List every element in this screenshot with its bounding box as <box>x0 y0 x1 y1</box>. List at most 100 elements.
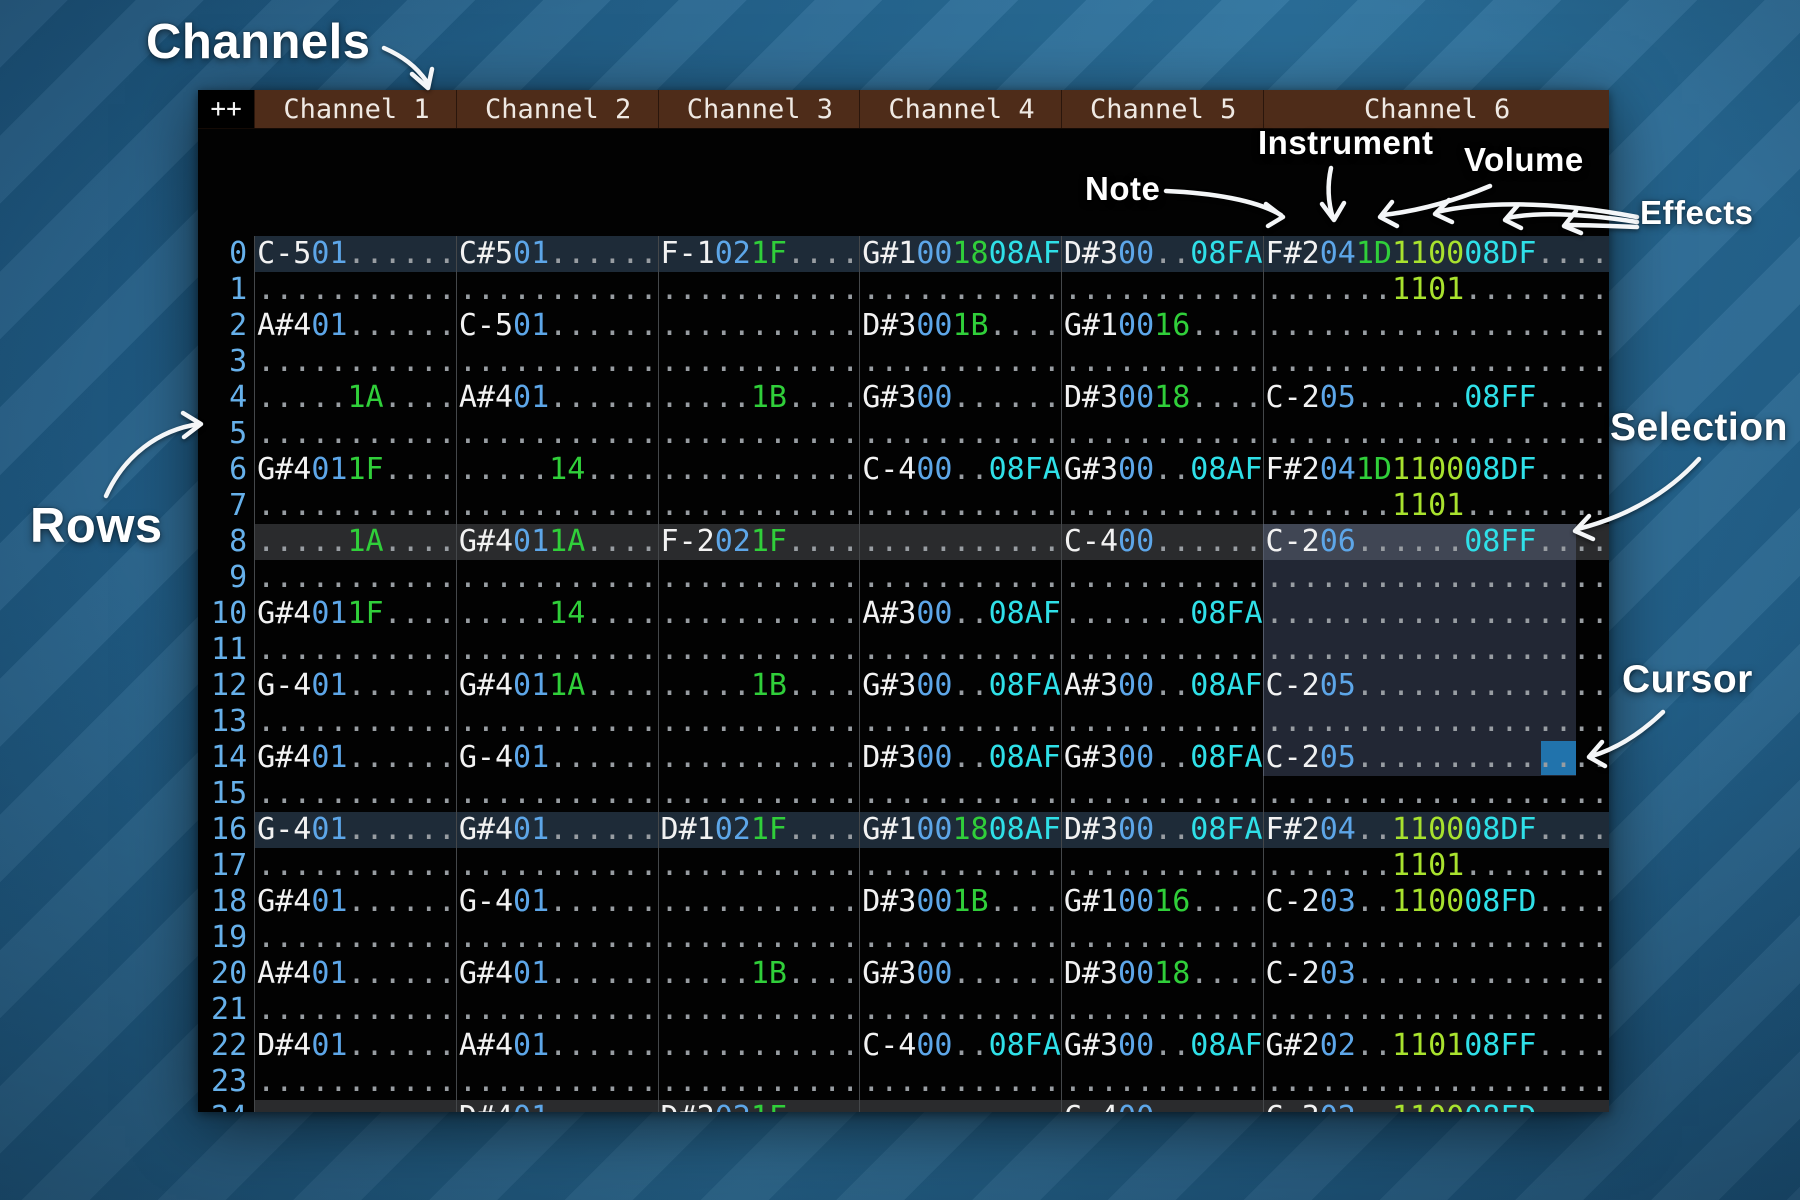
pattern-cell-ch5[interactable]: G#300..08FA <box>1060 740 1263 776</box>
pattern-cell-ch5[interactable]: ........... <box>1060 704 1263 740</box>
pattern-cell-ch6[interactable]: ................... <box>1262 776 1609 812</box>
pattern-cell-ch3[interactable]: F-1021F.... <box>657 236 859 272</box>
pattern-cell-ch6[interactable]: C-203.............. <box>1262 956 1609 992</box>
pattern-cell-ch5[interactable]: ........... <box>1060 848 1263 884</box>
pattern-cell-ch5[interactable]: ........... <box>1060 1064 1263 1100</box>
pattern-cell-ch2[interactable]: D#401...... <box>455 1100 658 1112</box>
pattern-cell-ch6[interactable]: ................... <box>1262 992 1609 1028</box>
pattern-cell-ch4[interactable]: C-400..08FA <box>859 452 1061 488</box>
pattern-cell-ch2[interactable]: .....14.... <box>455 596 658 632</box>
pattern-cell-ch5[interactable]: C-400...... <box>1060 1100 1263 1112</box>
pattern-cell-ch2[interactable]: ........... <box>455 488 658 524</box>
pattern-cell-ch5[interactable]: ........... <box>1060 488 1263 524</box>
pattern-cell-ch6[interactable]: G#202..110108FF.... <box>1262 1028 1609 1064</box>
pattern-cell-ch3[interactable]: ........... <box>657 848 859 884</box>
pattern-cell-ch5[interactable]: .......08FA <box>1060 596 1263 632</box>
pattern-cell-ch4[interactable]: G#1001808AF <box>859 236 1061 272</box>
channel-header-3[interactable]: Channel 3 <box>657 90 860 128</box>
pattern-cell-ch4[interactable]: ........... <box>859 416 1061 452</box>
pattern-cell-ch3[interactable]: ........... <box>657 740 859 776</box>
pattern-cell-ch3[interactable]: ........... <box>657 1028 859 1064</box>
pattern-cell-ch5[interactable]: C-400...... <box>1060 524 1263 560</box>
pattern-cell-ch1[interactable]: A#401...... <box>254 956 456 992</box>
pattern-cell-ch4[interactable]: ........... <box>859 488 1061 524</box>
pattern-cell-ch2[interactable]: G#401...... <box>455 956 658 992</box>
pattern-cell-ch5[interactable]: G#300..08AF <box>1060 452 1263 488</box>
pattern-cell-ch3[interactable]: .....1B.... <box>657 668 859 704</box>
pattern-cell-ch4[interactable]: ........... <box>859 632 1061 668</box>
pattern-cursor[interactable] <box>1541 741 1576 775</box>
pattern-cell-ch5[interactable]: D#300..08FA <box>1060 236 1263 272</box>
pattern-cell-ch2[interactable]: ........... <box>455 1064 658 1100</box>
pattern-cell-ch1[interactable]: ........... <box>254 416 456 452</box>
pattern-cell-ch1[interactable]: ........... <box>254 1064 456 1100</box>
pattern-cell-ch1[interactable]: G#401...... <box>254 740 456 776</box>
pattern-cell-ch1[interactable]: .....1A.... <box>254 524 456 560</box>
pattern-cell-ch4[interactable]: ........... <box>859 1064 1061 1100</box>
pattern-cell-ch4[interactable]: D#3001B.... <box>859 884 1061 920</box>
pattern-cell-ch3[interactable]: F-2021F.... <box>657 524 859 560</box>
pattern-cell-ch1[interactable]: ........... <box>254 1100 456 1112</box>
pattern-cell-ch1[interactable]: ........... <box>254 344 456 380</box>
pattern-cell-ch3[interactable]: ........... <box>657 272 859 308</box>
pattern-cell-ch1[interactable]: .....1A.... <box>254 380 456 416</box>
pattern-cell-ch6[interactable]: C-205.............. <box>1262 740 1609 776</box>
pattern-cell-ch3[interactable]: .....1B.... <box>657 956 859 992</box>
pattern-cell-ch6[interactable]: F#204..110008DF.... <box>1262 812 1609 848</box>
pattern-cell-ch1[interactable]: ........... <box>254 632 456 668</box>
pattern-cell-ch3[interactable]: ........... <box>657 776 859 812</box>
pattern-cell-ch2[interactable]: ........... <box>455 776 658 812</box>
pattern-cell-ch5[interactable]: ........... <box>1060 920 1263 956</box>
pattern-cell-ch4[interactable]: C-400..08FA <box>859 1028 1061 1064</box>
pattern-cell-ch2[interactable]: ........... <box>455 704 658 740</box>
pattern-cell-ch2[interactable]: ........... <box>455 560 658 596</box>
pattern-cell-ch3[interactable]: ........... <box>657 704 859 740</box>
pattern-cell-ch2[interactable]: ........... <box>455 848 658 884</box>
pattern-cell-ch3[interactable]: ........... <box>657 344 859 380</box>
pattern-cell-ch6[interactable]: C-206......08FF.... <box>1262 524 1609 560</box>
pattern-cell-ch1[interactable]: G-401...... <box>254 668 456 704</box>
pattern-cell-ch3[interactable]: ........... <box>657 416 859 452</box>
pattern-cell-ch6[interactable]: .......1101........ <box>1262 272 1609 308</box>
pattern-cell-ch1[interactable]: ........... <box>254 488 456 524</box>
pattern-cell-ch6[interactable]: C-205......08FF.... <box>1262 380 1609 416</box>
pattern-cell-ch5[interactable]: D#30018.... <box>1060 956 1263 992</box>
pattern-cell-ch6[interactable]: ................... <box>1262 632 1609 668</box>
pattern-cell-ch4[interactable]: G#300...... <box>859 956 1061 992</box>
pattern-cell-ch1[interactable]: C-501...... <box>254 236 456 272</box>
pattern-cell-ch1[interactable]: ........... <box>254 704 456 740</box>
pattern-cell-ch6[interactable]: ................... <box>1262 704 1609 740</box>
pattern-cell-ch4[interactable]: ........... <box>859 524 1061 560</box>
pattern-cell-ch2[interactable]: G#4011A.... <box>455 524 658 560</box>
pattern-cell-ch6[interactable]: ................... <box>1262 1064 1609 1100</box>
pattern-cell-ch4[interactable]: A#300..08AF <box>859 596 1061 632</box>
pattern-cell-ch2[interactable]: ........... <box>455 272 658 308</box>
pattern-cell-ch3[interactable]: ........... <box>657 884 859 920</box>
pattern-cell-ch2[interactable]: .....14.... <box>455 452 658 488</box>
pattern-cell-ch5[interactable]: D#30018.... <box>1060 380 1263 416</box>
channel-header-1[interactable]: Channel 1 <box>254 90 456 128</box>
pattern-cell-ch2[interactable]: G-401...... <box>455 884 658 920</box>
pattern-cell-ch3[interactable]: ........... <box>657 308 859 344</box>
pattern-cell-ch6[interactable]: ................... <box>1262 920 1609 956</box>
pattern-cell-ch5[interactable]: G#300..08AF <box>1060 1028 1263 1064</box>
pattern-cell-ch5[interactable]: ........... <box>1060 560 1263 596</box>
pattern-cell-ch1[interactable]: ........... <box>254 776 456 812</box>
pattern-cell-ch6[interactable]: C-302..110008FD.... <box>1262 1100 1609 1112</box>
pattern-cell-ch3[interactable]: ........... <box>657 920 859 956</box>
pattern-cell-ch6[interactable]: C-203..110008FD.... <box>1262 884 1609 920</box>
pattern-corner-button[interactable]: ++ <box>198 90 255 128</box>
channel-header-5[interactable]: Channel 5 <box>1060 90 1263 128</box>
pattern-cell-ch4[interactable]: D#3001B.... <box>859 308 1061 344</box>
pattern-cell-ch6[interactable]: ................... <box>1262 308 1609 344</box>
pattern-cell-ch1[interactable]: ........... <box>254 272 456 308</box>
pattern-cell-ch3[interactable]: D#1021F.... <box>657 812 859 848</box>
pattern-cell-ch5[interactable]: ........... <box>1060 416 1263 452</box>
pattern-cell-ch1[interactable]: ........... <box>254 920 456 956</box>
pattern-cell-ch4[interactable]: ........... <box>859 920 1061 956</box>
pattern-cell-ch3[interactable]: .....1B.... <box>657 380 859 416</box>
pattern-cell-ch6[interactable]: F#2041D110008DF.... <box>1262 236 1609 272</box>
pattern-cell-ch5[interactable]: G#10016.... <box>1060 884 1263 920</box>
pattern-cell-ch1[interactable]: G#401...... <box>254 884 456 920</box>
pattern-cell-ch2[interactable]: C-501...... <box>455 308 658 344</box>
